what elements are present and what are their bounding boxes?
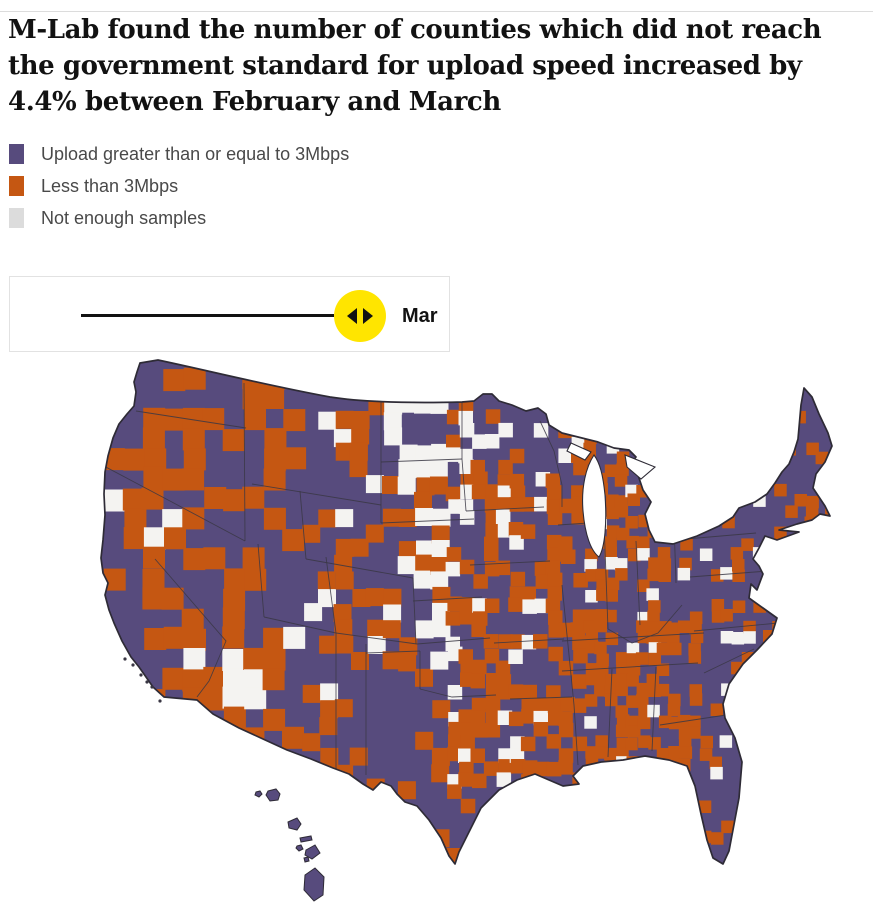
legend-item-not-enough-samples: Not enough samples — [9, 208, 349, 228]
chevron-left-icon — [347, 308, 357, 324]
headline: M-Lab found the number of counties which… — [8, 15, 822, 117]
legend-item-upload-ge-3mbps: Upload greater than or equal to 3Mbps — [9, 144, 349, 164]
top-rule — [0, 11, 873, 12]
hawaii-inset — [254, 788, 325, 902]
legend-label: Not enough samples — [41, 207, 207, 228]
legend-swatch-gray — [9, 208, 24, 228]
channel-islands — [123, 657, 162, 703]
legend-label: Upload greater than or equal to 3Mbps — [41, 143, 350, 164]
legend-swatch-purple — [9, 144, 24, 164]
month-slider-knob[interactable] — [334, 290, 386, 342]
chevron-right-icon — [363, 308, 373, 324]
legend-swatch-orange — [9, 176, 24, 196]
us-counties-choropleth-map — [0, 345, 873, 907]
great-lakes — [566, 442, 657, 558]
state-borders — [101, 382, 779, 775]
legend-item-less-than-3mbps: Less than 3Mbps — [9, 176, 349, 196]
legend: Upload greater than or equal to 3Mbps Le… — [9, 144, 349, 240]
month-slider-panel: Mar — [9, 276, 450, 352]
us-outline — [100, 359, 833, 865]
legend-label: Less than 3Mbps — [41, 175, 179, 196]
month-slider-track[interactable] — [81, 314, 334, 317]
slider-month-label: Mar — [402, 305, 438, 327]
